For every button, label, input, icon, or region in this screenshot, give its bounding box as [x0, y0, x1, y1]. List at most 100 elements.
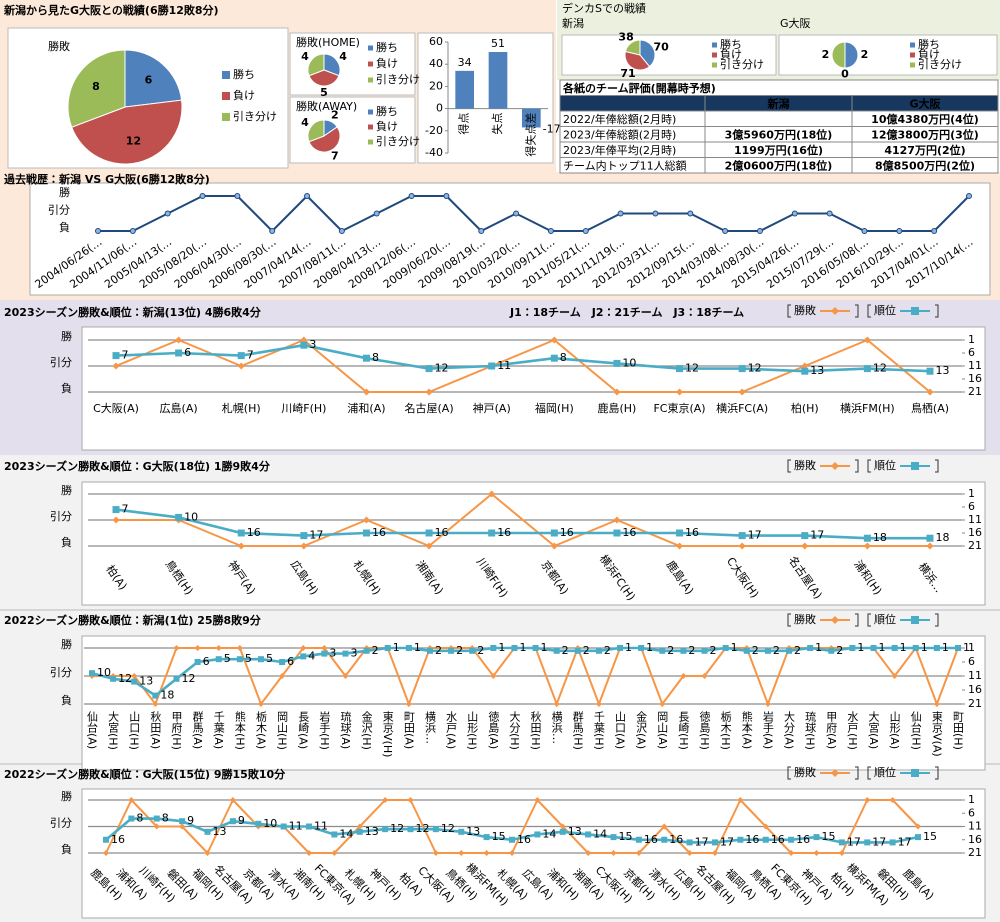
marker: [764, 701, 771, 707]
chart-title: 過去戦歴：新潟 VS G大阪(6勝12敗8分): [4, 172, 210, 186]
legend-bracket: [855, 459, 859, 473]
marker: [891, 673, 898, 679]
marker: [356, 828, 363, 835]
marker: [550, 354, 558, 362]
marker: [443, 193, 450, 199]
x-tick-label: 川崎F(H): [281, 401, 326, 415]
marker: [304, 193, 311, 199]
marker: [826, 210, 833, 217]
bar-value-label: 34: [458, 56, 472, 69]
legend-label: 負け: [376, 120, 398, 133]
marker: [926, 388, 934, 396]
marker: [234, 193, 241, 199]
y-tick-label: 60: [429, 35, 443, 48]
x-tick-label: 大宮(A): [867, 710, 880, 749]
pie-value-label: 4: [301, 116, 309, 129]
y-tick-label: -20: [425, 124, 443, 137]
data-label: 17: [872, 835, 886, 848]
marker: [933, 701, 940, 707]
legend-label: 引き分け: [376, 72, 420, 86]
data-label: 3: [329, 647, 336, 660]
marker: [408, 193, 415, 199]
marker: [926, 367, 934, 375]
marker: [737, 797, 744, 803]
legend-label: 勝ち: [376, 104, 398, 118]
data-label: 16: [771, 833, 785, 846]
x-tick-label: 大宮(H): [107, 710, 120, 750]
table-cell-text: 10億4380万円(4位): [871, 112, 979, 126]
y2-tick-label: 6: [968, 346, 975, 359]
y2-tick-label: 1: [968, 333, 975, 346]
data-label: 13: [213, 825, 227, 838]
chart-title: 2022シーズン勝敗&順位：G大阪(15位) 9勝15敗10分: [4, 767, 286, 781]
data-label: 11: [289, 820, 303, 833]
marker: [342, 650, 349, 657]
marker: [801, 367, 809, 375]
marker: [483, 850, 490, 856]
y-tick-label: 引分: [50, 355, 72, 369]
data-label: 15: [923, 830, 937, 843]
y2-tick-label: 6: [968, 655, 975, 668]
data-label: 9: [238, 814, 245, 827]
legend-label: 勝ち: [918, 37, 940, 51]
legend-bracket: [867, 613, 871, 627]
x-tick-label: 栃木(A): [254, 710, 267, 749]
x-tick-label: 群馬(A): [191, 710, 204, 749]
y2-tick-label: 16: [968, 833, 982, 846]
data-label: 10: [97, 666, 111, 679]
x-tick-label: 秋田(H): [529, 710, 542, 750]
marker: [635, 850, 642, 856]
marker: [737, 836, 744, 843]
x-tick-label: 神戸(A): [473, 401, 511, 415]
marker: [306, 850, 312, 856]
y-tick-label: 負: [61, 536, 72, 549]
data-label: 12: [441, 822, 455, 835]
marker: [478, 228, 485, 234]
marker: [863, 336, 871, 344]
marker: [955, 645, 961, 651]
x-tick-label: 広島(A): [160, 401, 198, 415]
data-label: 16: [247, 526, 261, 539]
marker: [661, 836, 668, 843]
marker: [864, 797, 871, 803]
marker: [458, 828, 465, 835]
marker: [613, 359, 621, 367]
marker: [801, 532, 809, 540]
legend-swatch: [712, 52, 717, 58]
table-cell-text: 3億5960万円(18位): [725, 127, 833, 141]
marker: [215, 656, 222, 663]
x-tick-label: 仙台(A): [86, 711, 99, 749]
bar-value-label: 51: [491, 37, 505, 50]
marker: [786, 647, 793, 654]
y-tick-label: 負: [61, 694, 72, 707]
pie-value-label: 5: [320, 86, 328, 99]
x-tick-label: 浦和(A): [347, 402, 385, 415]
data-label: 1: [879, 641, 886, 654]
pie-value-label: 4: [339, 50, 347, 63]
marker: [257, 701, 264, 707]
marker: [483, 834, 490, 841]
marker: [257, 656, 264, 663]
table-cell-text: 1199万円(16位): [734, 143, 823, 157]
marker: [534, 831, 541, 838]
marker: [153, 815, 160, 822]
data-label: 13: [365, 825, 379, 838]
x-tick-label: 金沢(A): [635, 711, 648, 749]
marker: [638, 645, 645, 651]
data-label: 5: [266, 652, 273, 665]
marker: [635, 836, 642, 843]
data-label: 17: [898, 835, 912, 848]
data-label: 11: [497, 359, 511, 372]
marker: [342, 673, 349, 679]
bar: [455, 70, 474, 109]
marker: [831, 307, 839, 315]
marker: [321, 645, 328, 651]
x-tick-label: 琉球(H): [804, 711, 817, 750]
table-title: 各紙のチーム評価(開幕時予想): [562, 81, 716, 95]
pie-value-label: 2: [861, 48, 869, 61]
legend-label: 勝ち: [720, 37, 742, 51]
x-tick-label: 横浜FM(H): [840, 401, 895, 415]
marker: [362, 388, 370, 396]
marker: [864, 839, 871, 846]
legend-bracket: [867, 304, 871, 318]
